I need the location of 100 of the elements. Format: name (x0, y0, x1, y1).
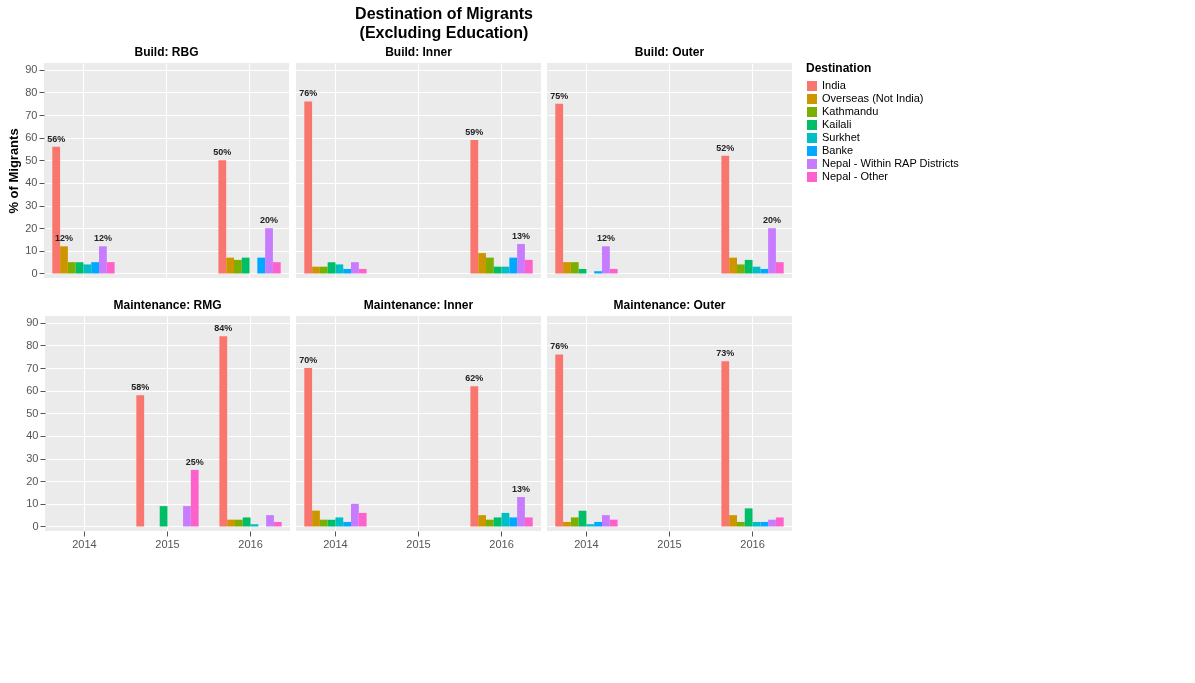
x-tick-label: 2016 (489, 537, 514, 550)
bar (335, 517, 344, 527)
bar (136, 395, 145, 527)
y-tick-label: 30 (26, 452, 39, 465)
data-label: 12% (93, 233, 112, 244)
y-tick-label: 20 (25, 221, 38, 234)
y-tick-label: 0 (31, 266, 38, 279)
bar (721, 361, 730, 527)
bar (304, 101, 313, 274)
bar (493, 266, 502, 274)
y-tick-label: 20 (26, 474, 39, 487)
y-tick-label: 10 (25, 244, 38, 257)
bar (485, 519, 494, 527)
bar (312, 266, 320, 274)
data-label: 13% (512, 231, 531, 242)
y-tick-label: 40 (26, 429, 39, 442)
x-tick-label: 2015 (657, 537, 682, 550)
data-label: 13% (512, 484, 531, 495)
bar (609, 268, 618, 274)
data-label: 20% (763, 215, 782, 226)
bar (744, 508, 753, 527)
bar (736, 521, 745, 527)
legend-label: India (822, 79, 847, 91)
legend-label: Kailali (822, 118, 852, 130)
legend-label: Overseas (Not India) (822, 92, 924, 104)
bar (343, 521, 352, 527)
bar (266, 515, 274, 527)
bar (241, 257, 250, 274)
bar (524, 259, 533, 274)
bar (517, 244, 525, 274)
bar (351, 262, 359, 274)
bar (563, 262, 571, 274)
bar (218, 160, 227, 274)
bar (265, 228, 273, 274)
data-label: 76% (550, 341, 569, 352)
bar (343, 268, 352, 274)
bar (91, 262, 100, 274)
y-tick-label: 90 (25, 63, 38, 76)
x-tick-label: 2014 (72, 537, 97, 550)
bar (509, 517, 518, 527)
data-label: 70% (299, 355, 318, 366)
bar (729, 515, 737, 527)
bar (775, 517, 784, 527)
x-tick-label: 2015 (155, 537, 180, 550)
data-label: 25% (185, 456, 204, 467)
bar (234, 519, 243, 527)
bar (304, 368, 313, 527)
chart-title: Maintenance: RMG (113, 298, 222, 312)
y-tick-label: 90 (26, 316, 39, 329)
chart-title: Build: Outer (634, 45, 705, 59)
y-tick-label: 60 (25, 131, 38, 144)
bar (272, 262, 281, 274)
x-tick-label: 2015 (406, 537, 431, 550)
x-tick-label: 2014 (574, 537, 599, 550)
legend-label: Banke (822, 144, 854, 156)
bar (602, 246, 610, 274)
bar (233, 259, 242, 274)
bar (99, 246, 107, 274)
bar (493, 517, 502, 527)
bar (257, 257, 266, 274)
bar (760, 268, 769, 274)
text: Destination of Migrants (354, 4, 534, 23)
chart-title: Maintenance: Outer (613, 298, 726, 312)
bar (227, 519, 235, 527)
bar (242, 517, 251, 527)
data-label: 75% (550, 90, 569, 101)
bar (358, 268, 367, 274)
legend-label: Surkhet (822, 131, 860, 143)
y-tick-label: 70 (26, 361, 39, 374)
legend-title: Destination (806, 61, 872, 75)
y-axis-title: % of Migrants (6, 128, 22, 214)
y-tick-label: 50 (25, 153, 38, 166)
bar (609, 519, 618, 527)
bar (768, 228, 776, 274)
bar (485, 257, 494, 274)
bar (60, 246, 68, 274)
data-label: 84% (214, 323, 233, 334)
bar (744, 259, 753, 274)
bar (760, 521, 769, 527)
y-tick-label: 30 (25, 199, 38, 212)
bar (106, 262, 115, 274)
data-label: 58% (131, 382, 150, 393)
bar (570, 262, 579, 274)
bar (478, 253, 486, 274)
y-tick-label: 40 (25, 176, 38, 189)
bar (219, 336, 228, 527)
data-label: 62% (465, 373, 484, 384)
bar (358, 512, 367, 527)
data-label: 20% (260, 215, 279, 226)
chart-title: Build: RBG (134, 45, 199, 59)
bar (190, 469, 199, 527)
bar (736, 264, 745, 274)
bar (470, 139, 479, 274)
x-tick-label: 2016 (740, 537, 765, 550)
x-tick-label: 2014 (323, 537, 348, 550)
y-tick-label: 70 (25, 108, 38, 121)
bar (183, 506, 191, 527)
bar (335, 264, 344, 274)
bar (594, 521, 603, 527)
bar (570, 517, 579, 527)
